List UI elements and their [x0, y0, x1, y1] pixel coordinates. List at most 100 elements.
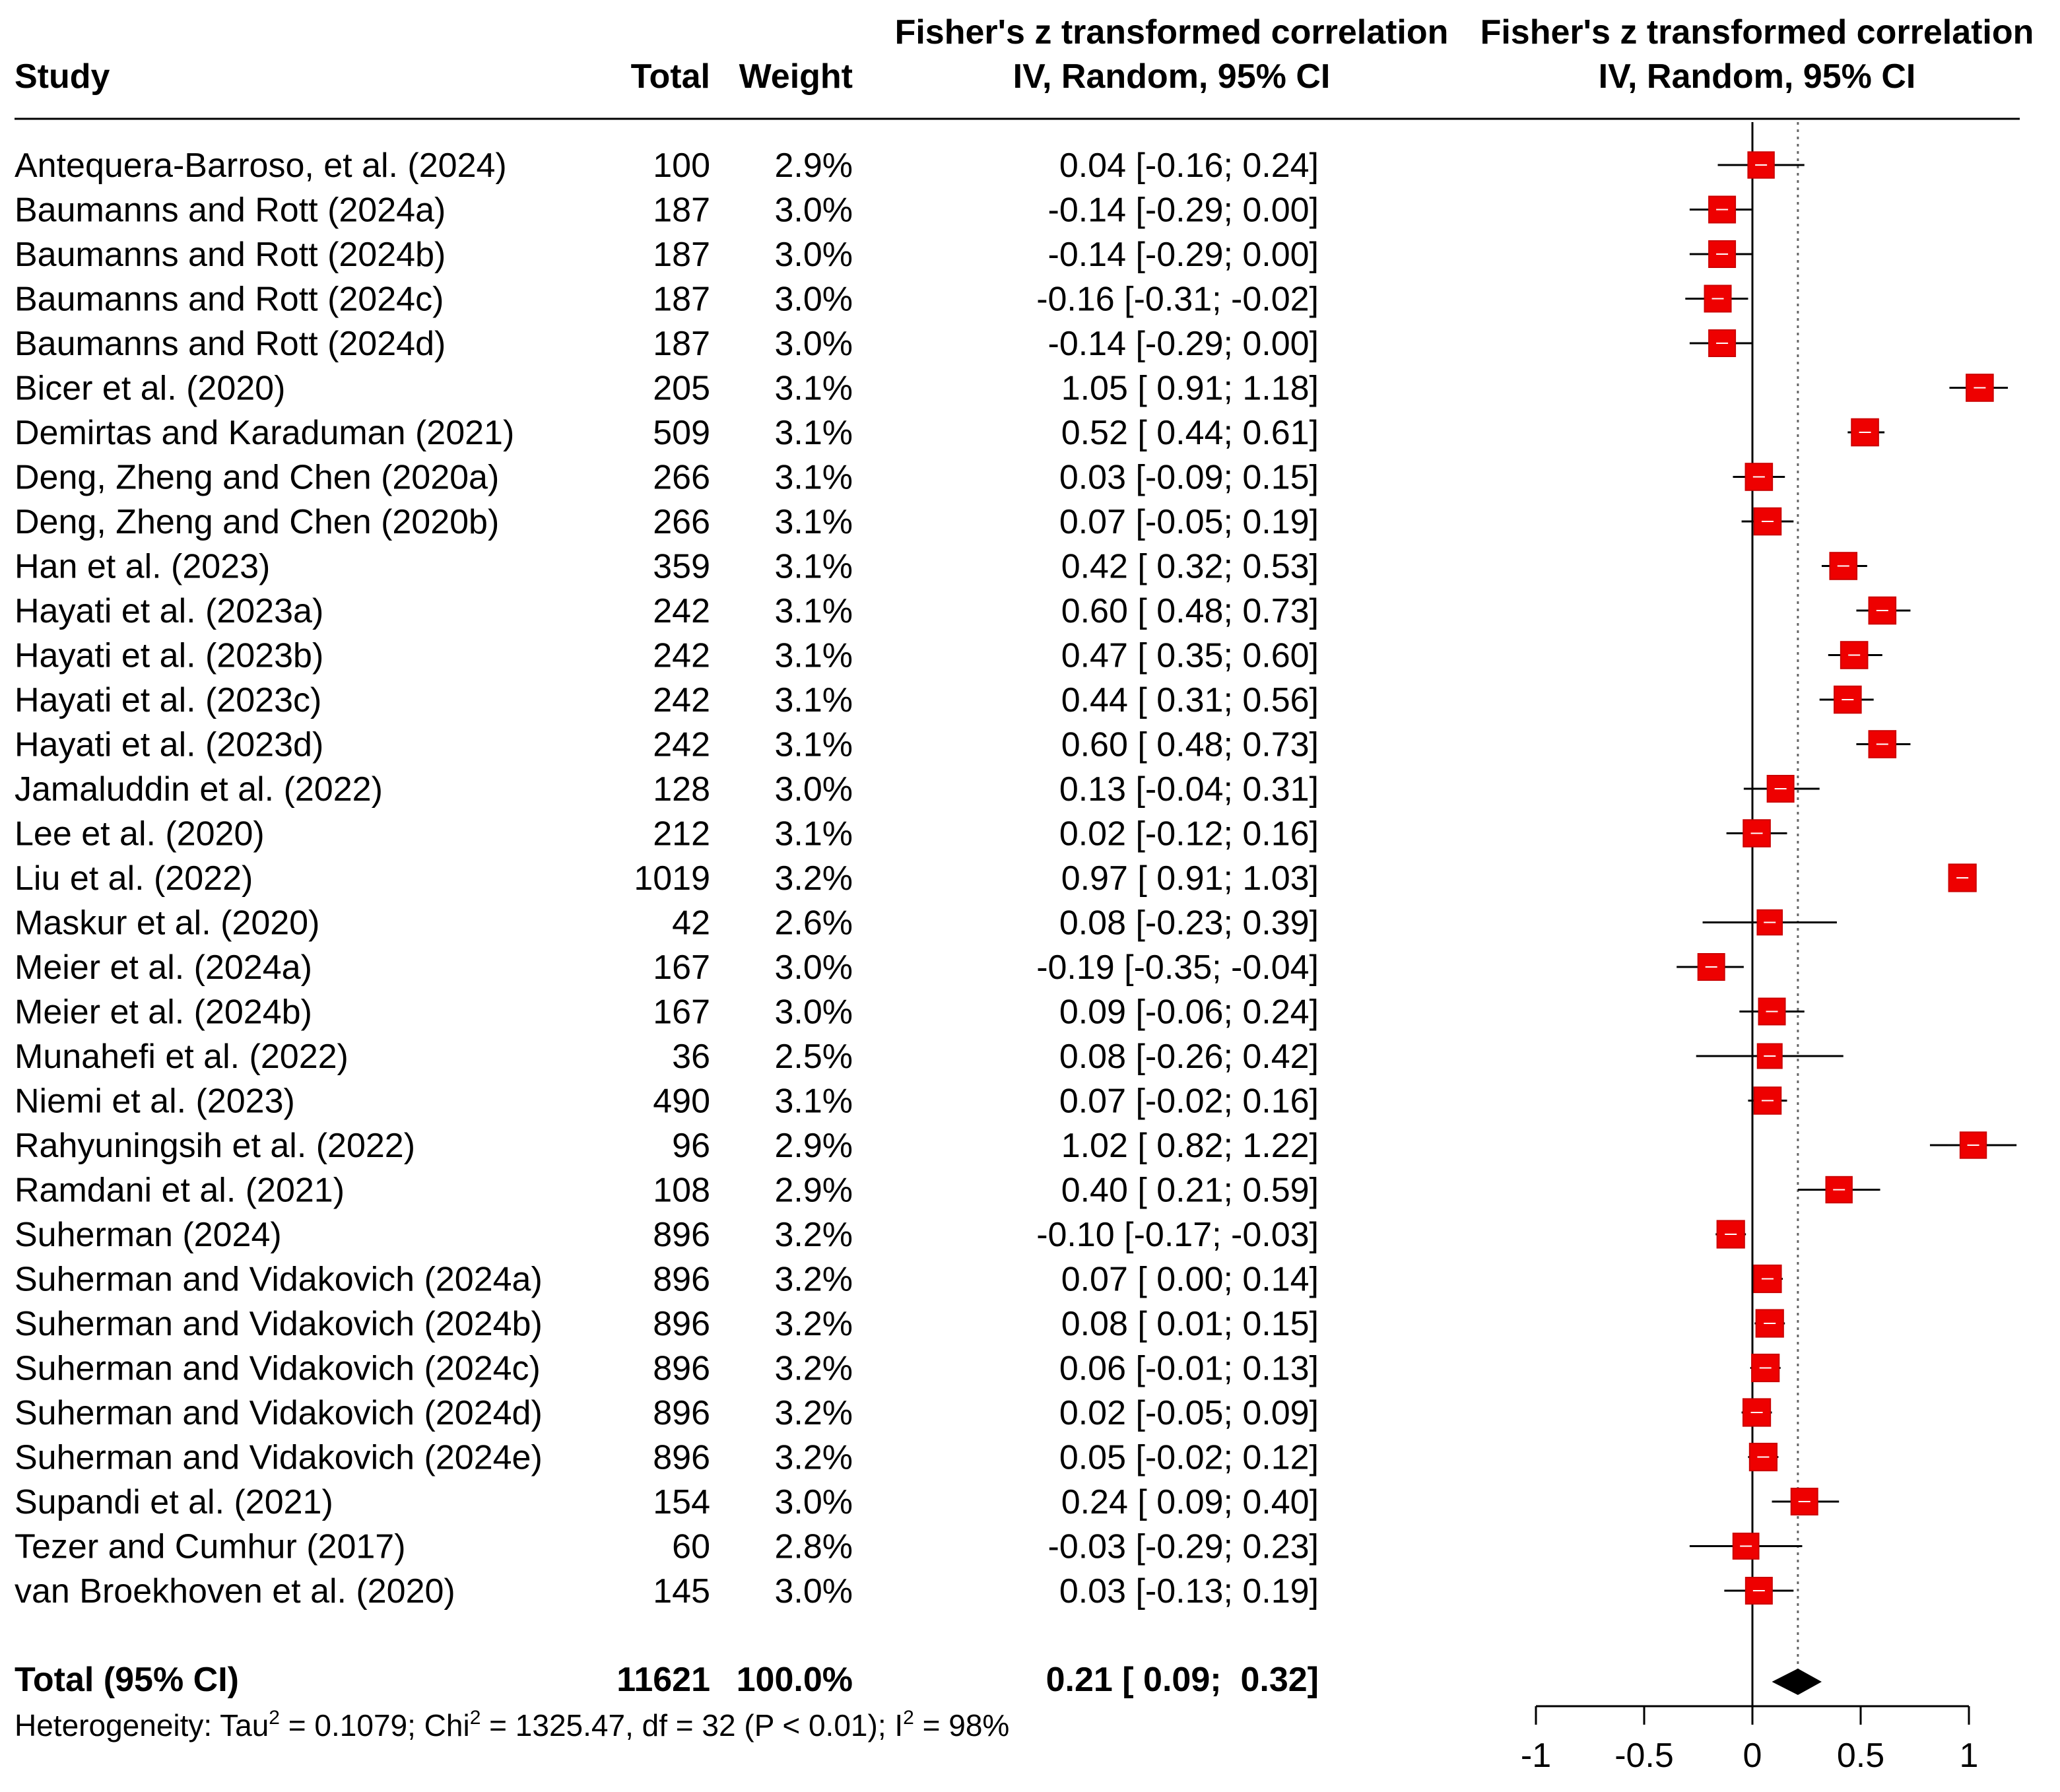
study-total: 266	[653, 503, 710, 541]
het-space3	[914, 1708, 923, 1742]
study-total: 242	[653, 592, 710, 630]
study-weight: 3.1%	[774, 681, 853, 719]
study-total: 896	[653, 1439, 710, 1477]
study-name: Suherman and Vidakovich (2024c)	[15, 1350, 541, 1388]
header-effect-line1: Fisher's z transformed correlation	[895, 13, 1449, 51]
study-name: van Broekhoven et al. (2020)	[15, 1572, 455, 1610]
study-name: Ramdani et al. (2021)	[15, 1172, 345, 1210]
study-row: Rahyuningsih et al. (2022) 96 2.9% 1.02 [ 0…	[15, 1127, 1319, 1165]
x-axis-tick-label: 0	[1743, 1737, 1762, 1775]
study-row: Maskur et al. (2020) 42 2.6% 0.08 [-0.23; 0…	[15, 904, 1319, 943]
study-total: 36	[672, 1038, 710, 1076]
het-chi2-val: = 1325.47, df = 32 (P < 0.01); I	[489, 1708, 903, 1742]
effect-marker	[1851, 418, 1879, 447]
study-ci-label: -0.14 [-0.29; 0.00]	[1048, 325, 1319, 363]
study-name: Tezer and Cumhur (2017)	[15, 1528, 406, 1566]
study-row: Baumanns and Rott (2024b) 187 3.0% -0.14 [-…	[15, 236, 1319, 274]
study-ci-label: 0.97 [ 0.91; 1.03]	[1061, 859, 1319, 898]
study-total: 100	[653, 147, 710, 185]
study-weight: 2.6%	[774, 904, 853, 943]
het-space2	[481, 1708, 489, 1742]
study-weight: 2.9%	[774, 1172, 853, 1210]
study-total: 128	[653, 770, 710, 809]
study-total: 896	[653, 1394, 710, 1432]
study-row: Hayati et al. (2023c) 242 3.1% 0.44 [ 0.31;…	[15, 681, 1319, 719]
overall-total: 11621	[616, 1661, 710, 1699]
study-ci-label: 0.40 [ 0.21; 0.59]	[1061, 1172, 1319, 1210]
study-total: 359	[653, 548, 710, 586]
study-row: Supandi et al. (2021) 154 3.0% 0.24 [ 0.09;…	[15, 1483, 1319, 1521]
study-total: 187	[653, 281, 710, 319]
study-name: Supandi et al. (2021)	[15, 1483, 333, 1521]
study-weight: 3.0%	[774, 1483, 853, 1521]
study-row: Suherman and Vidakovich (2024b) 896 3.2% 0.…	[15, 1305, 1319, 1343]
study-ci-label: 0.07 [-0.05; 0.19]	[1059, 503, 1319, 541]
study-total: 242	[653, 681, 710, 719]
study-total: 187	[653, 325, 710, 363]
study-weight: 3.2%	[774, 1394, 853, 1432]
study-row: Bicer et al. (2020) 205 3.1% 1.05 [ 0.91; 1…	[15, 370, 1319, 408]
study-name: Munahefi et al. (2022)	[15, 1038, 349, 1076]
study-name: Antequera-Barroso, et al. (2024)	[15, 147, 507, 185]
study-name: Hayati et al. (2023c)	[15, 681, 321, 719]
overall-ci-label: 0.21 [ 0.09; 0.32]	[1046, 1661, 1319, 1699]
study-row: Suherman and Vidakovich (2024c) 896 3.2% 0.…	[15, 1350, 1319, 1388]
study-total: 154	[653, 1483, 710, 1521]
study-row: Hayati et al. (2023a) 242 3.1% 0.60 [ 0.48;…	[15, 592, 1319, 630]
study-row: Suherman and Vidakovich (2024e) 896 3.2% 0.…	[15, 1439, 1319, 1477]
effect-marker	[1840, 641, 1869, 669]
study-row: Deng, Zheng and Chen (2020b) 266 3.1% 0.07 …	[15, 503, 1319, 541]
study-total: 1019	[634, 859, 710, 898]
study-total: 212	[653, 815, 710, 853]
study-row: Meier et al. (2024a) 167 3.0% -0.19 [-0.35;…	[15, 948, 1319, 987]
het-prefix: Heterogeneity: Tau	[15, 1708, 269, 1742]
study-ci-label: -0.16 [-0.31; -0.02]	[1036, 281, 1319, 319]
study-row: Meier et al. (2024b) 167 3.0% 0.09 [-0.06; …	[15, 993, 1319, 1032]
study-name: Baumanns and Rott (2024d)	[15, 325, 446, 363]
study-total: 42	[672, 904, 710, 943]
study-name: Rahyuningsih et al. (2022)	[15, 1127, 415, 1165]
study-name: Bicer et al. (2020)	[15, 370, 285, 408]
header-effect-line2: IV, Random, 95% CI	[1013, 57, 1331, 96]
study-row: Suherman (2024) 896 3.2% -0.10 [-0.17; -0.0…	[15, 1216, 1319, 1254]
study-name: Baumanns and Rott (2024b)	[15, 236, 446, 274]
study-row: van Broekhoven et al. (2020) 145 3.0% 0.03 …	[15, 1572, 1319, 1610]
study-ci-label: 0.02 [-0.12; 0.16]	[1059, 815, 1319, 853]
study-ci-label: -0.19 [-0.35; -0.04]	[1036, 948, 1319, 987]
overall-name: Total (95% CI)	[15, 1661, 239, 1699]
study-ci-label: -0.10 [-0.17; -0.03]	[1036, 1216, 1319, 1254]
study-ci-label: 0.03 [-0.13; 0.19]	[1059, 1572, 1319, 1610]
study-name: Baumanns and Rott (2024c)	[15, 281, 444, 319]
study-row: Suherman and Vidakovich (2024d) 896 3.2% 0.…	[15, 1394, 1319, 1432]
study-total: 60	[672, 1528, 710, 1566]
study-ci-label: -0.03 [-0.29; 0.23]	[1048, 1528, 1319, 1566]
study-ci-label: 0.06 [-0.01; 0.13]	[1059, 1350, 1319, 1388]
study-weight: 3.1%	[774, 503, 853, 541]
study-name: Suherman (2024)	[15, 1216, 282, 1254]
study-row: Han et al. (2023) 359 3.1% 0.42 [ 0.32; 0.5…	[15, 548, 1319, 586]
study-ci-label: 0.52 [ 0.44; 0.61]	[1061, 414, 1319, 452]
study-row: Munahefi et al. (2022) 36 2.5% 0.08 [-0.26;…	[15, 1038, 1319, 1076]
effect-marker	[1829, 552, 1858, 580]
study-total: 242	[653, 637, 710, 675]
study-total: 242	[653, 726, 710, 764]
study-total: 187	[653, 191, 710, 230]
study-name: Hayati et al. (2023b)	[15, 637, 323, 675]
study-row: Deng, Zheng and Chen (2020a) 266 3.1% 0.03 …	[15, 459, 1319, 497]
study-ci-label: 1.02 [ 0.82; 1.22]	[1061, 1127, 1319, 1165]
overall-weight: 100.0%	[737, 1661, 853, 1699]
study-row: Demirtas and Karaduman (2021) 509 3.1% 0.52…	[15, 414, 1319, 452]
header-total: Total	[631, 57, 710, 96]
study-name: Suherman and Vidakovich (2024e)	[15, 1439, 543, 1477]
x-axis-tick-label: 0.5	[1837, 1737, 1884, 1775]
header-weight: Weight	[739, 57, 853, 96]
study-ci-label: 0.60 [ 0.48; 0.73]	[1061, 592, 1319, 630]
study-ci-label: 0.60 [ 0.48; 0.73]	[1061, 726, 1319, 764]
x-axis-tick-label: 1	[1960, 1737, 1979, 1775]
study-row: Suherman and Vidakovich (2024a) 896 3.2% 0.…	[15, 1261, 1319, 1299]
study-weight: 2.9%	[774, 147, 853, 185]
study-weight: 3.1%	[774, 726, 853, 764]
effect-marker	[1744, 463, 1774, 491]
study-ci-label: 0.04 [-0.16; 0.24]	[1059, 147, 1319, 185]
